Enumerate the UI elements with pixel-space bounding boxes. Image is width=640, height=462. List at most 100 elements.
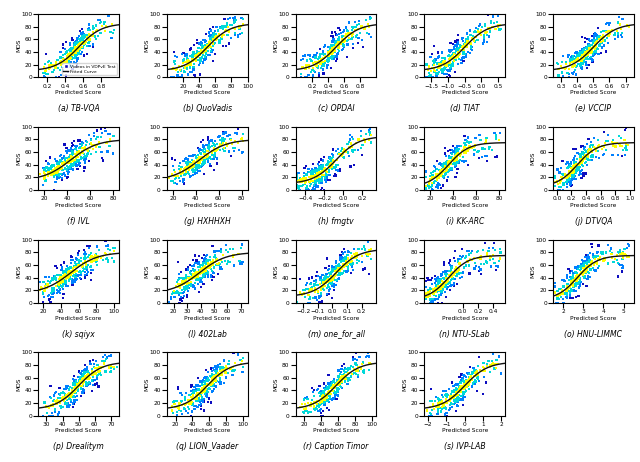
Point bbox=[484, 144, 495, 151]
Point bbox=[458, 396, 468, 403]
Point bbox=[326, 44, 336, 51]
Point bbox=[40, 287, 50, 295]
Point bbox=[48, 168, 58, 175]
Point bbox=[358, 359, 369, 366]
Point bbox=[90, 364, 100, 371]
Point bbox=[335, 257, 346, 264]
Point bbox=[57, 176, 67, 183]
Point bbox=[561, 161, 571, 168]
Point bbox=[481, 139, 491, 146]
Point bbox=[67, 279, 77, 286]
Point bbox=[80, 258, 90, 265]
Point bbox=[364, 270, 374, 278]
Point bbox=[470, 366, 481, 373]
Point bbox=[575, 48, 585, 55]
Point bbox=[566, 275, 577, 282]
Point bbox=[584, 149, 595, 157]
Point bbox=[216, 265, 227, 273]
Point bbox=[322, 398, 332, 405]
Point bbox=[69, 399, 79, 406]
Point bbox=[471, 262, 481, 270]
Point bbox=[316, 178, 326, 185]
Point bbox=[616, 134, 626, 142]
Point bbox=[224, 40, 234, 47]
Point bbox=[580, 52, 591, 59]
Point bbox=[313, 169, 323, 176]
Point bbox=[200, 157, 210, 164]
Point bbox=[211, 33, 221, 40]
Point bbox=[581, 60, 591, 67]
Point bbox=[198, 398, 208, 406]
Point bbox=[54, 281, 64, 288]
Point bbox=[459, 372, 469, 380]
Point bbox=[578, 158, 588, 165]
Point bbox=[445, 40, 456, 47]
Point bbox=[454, 386, 464, 393]
Point bbox=[333, 265, 343, 273]
Point bbox=[200, 268, 211, 275]
Point bbox=[577, 271, 588, 279]
Point bbox=[591, 36, 601, 44]
Point bbox=[218, 144, 228, 152]
Point bbox=[558, 52, 568, 60]
Point bbox=[564, 269, 575, 277]
Point bbox=[317, 164, 327, 171]
Point bbox=[359, 25, 369, 32]
Point bbox=[204, 384, 214, 391]
Point bbox=[442, 70, 452, 78]
Point bbox=[584, 49, 595, 56]
Point bbox=[179, 170, 189, 178]
Point bbox=[568, 271, 579, 279]
Point bbox=[103, 130, 113, 138]
Point bbox=[461, 373, 471, 380]
Point bbox=[72, 383, 83, 391]
Point bbox=[603, 138, 613, 145]
Point bbox=[447, 404, 458, 411]
Point bbox=[75, 27, 85, 35]
Point bbox=[454, 152, 465, 159]
Point bbox=[459, 40, 469, 48]
Point bbox=[309, 280, 319, 288]
Point bbox=[200, 388, 210, 395]
Point bbox=[450, 248, 460, 255]
Point bbox=[345, 364, 355, 371]
Point bbox=[49, 171, 60, 179]
Point bbox=[455, 42, 465, 49]
Point bbox=[75, 274, 85, 282]
Point bbox=[314, 168, 324, 176]
Point bbox=[429, 57, 439, 64]
Point bbox=[181, 389, 191, 396]
Point bbox=[440, 411, 450, 418]
Point bbox=[74, 261, 84, 268]
Point bbox=[481, 28, 492, 36]
Point bbox=[65, 164, 75, 172]
Point bbox=[83, 39, 93, 47]
Point bbox=[599, 37, 609, 45]
Point bbox=[184, 160, 195, 167]
Point bbox=[461, 377, 471, 384]
Point bbox=[68, 262, 79, 270]
Point bbox=[207, 371, 217, 378]
Point bbox=[429, 65, 439, 72]
Point bbox=[203, 51, 213, 59]
Point bbox=[336, 39, 346, 46]
Point bbox=[564, 162, 574, 169]
Point bbox=[346, 163, 356, 170]
Point bbox=[433, 277, 444, 284]
Point bbox=[582, 276, 593, 283]
Point bbox=[81, 262, 91, 270]
Point bbox=[428, 73, 438, 81]
Point bbox=[326, 278, 336, 285]
Point bbox=[577, 33, 587, 40]
Point bbox=[433, 295, 443, 302]
Point bbox=[59, 57, 69, 64]
Point bbox=[60, 141, 70, 148]
Point bbox=[438, 159, 449, 167]
Point bbox=[323, 43, 333, 50]
Point bbox=[187, 167, 197, 174]
Point bbox=[205, 379, 216, 387]
Point bbox=[589, 254, 599, 261]
Point bbox=[214, 366, 225, 374]
Point bbox=[63, 60, 74, 67]
Point bbox=[84, 32, 95, 40]
